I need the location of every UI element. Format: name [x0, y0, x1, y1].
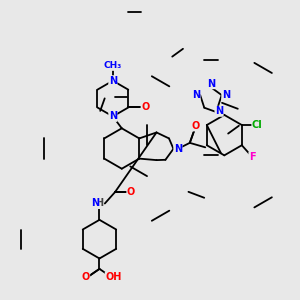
Text: O: O	[141, 103, 149, 112]
Text: N: N	[91, 199, 99, 208]
Text: F: F	[249, 152, 256, 162]
Text: CH₃: CH₃	[104, 61, 122, 70]
Text: N: N	[109, 76, 117, 86]
Text: H: H	[95, 199, 104, 208]
Text: N: N	[222, 90, 230, 100]
Text: O: O	[81, 272, 90, 282]
Text: Cl: Cl	[252, 120, 262, 130]
Text: N: N	[109, 111, 117, 122]
Text: OH: OH	[105, 272, 122, 282]
Text: N: N	[207, 79, 215, 89]
Text: N: N	[174, 144, 182, 154]
Text: N: N	[192, 90, 200, 100]
Text: N: N	[215, 106, 223, 116]
Text: O: O	[127, 187, 135, 197]
Text: O: O	[192, 121, 200, 131]
